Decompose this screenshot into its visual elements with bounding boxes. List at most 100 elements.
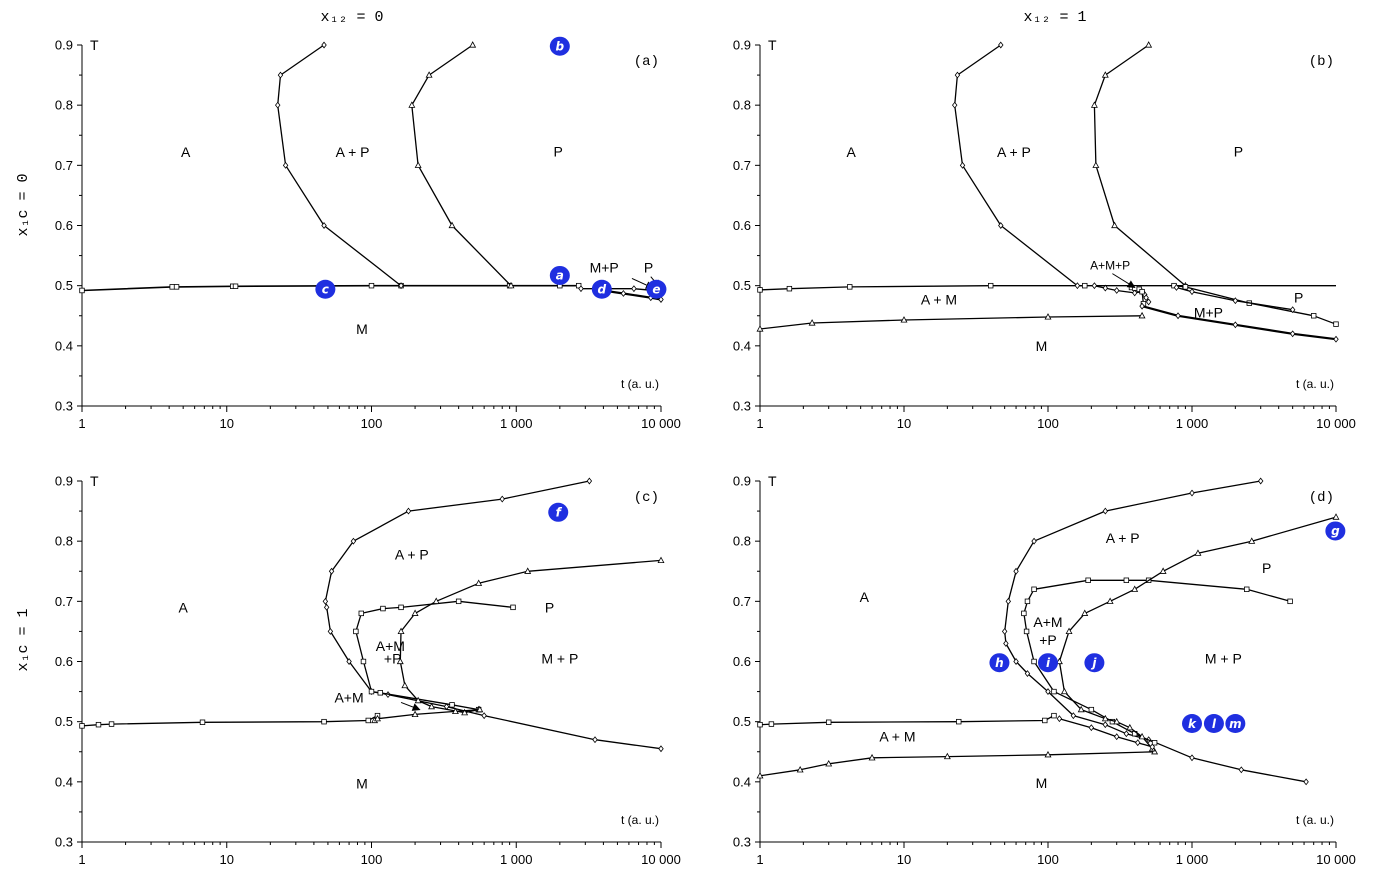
x-tick-label: 10 000 bbox=[641, 852, 681, 867]
y-tick-label: 0.3 bbox=[55, 399, 73, 414]
data-point bbox=[1139, 302, 1145, 310]
x-tick-label: 1 bbox=[78, 852, 85, 867]
data-point bbox=[469, 41, 477, 48]
data-point bbox=[1126, 723, 1134, 731]
region-label: M bbox=[1036, 338, 1048, 354]
data-point bbox=[757, 287, 763, 293]
y-tick-label: 0.3 bbox=[733, 835, 751, 850]
region-label: P bbox=[545, 599, 554, 615]
data-point bbox=[499, 495, 505, 503]
data-point bbox=[1055, 657, 1063, 665]
badge bbox=[646, 279, 667, 299]
data-point bbox=[432, 597, 440, 604]
data-point bbox=[900, 316, 908, 323]
region-label: +P bbox=[384, 650, 402, 666]
chart-panel: 0.3 0.4 0.5 0.6 0.7 0.8 0.9 1 10 100 1 000 10 000 Tt… bbox=[733, 37, 1356, 431]
badge-label: b bbox=[556, 40, 565, 54]
y-tick-label: 0.3 bbox=[733, 399, 751, 414]
x-tick-label: 1 bbox=[78, 416, 85, 431]
data-point bbox=[1088, 724, 1095, 732]
data-point bbox=[586, 477, 593, 485]
badge bbox=[549, 36, 570, 56]
x-axis-label: t (a. u.) bbox=[1296, 377, 1334, 391]
data-point bbox=[1145, 41, 1153, 48]
data-point bbox=[1045, 688, 1051, 696]
data-point bbox=[451, 707, 459, 715]
data-point bbox=[1106, 597, 1114, 604]
data-point bbox=[507, 281, 515, 289]
badge bbox=[549, 265, 570, 285]
data-point bbox=[1111, 221, 1119, 229]
data-point bbox=[481, 712, 487, 720]
data-point bbox=[847, 284, 853, 290]
region-label: +P bbox=[1039, 632, 1057, 648]
data-point bbox=[1151, 740, 1158, 746]
data-point bbox=[475, 579, 483, 586]
y-tick-label: 0.6 bbox=[55, 654, 73, 669]
badge-label: h bbox=[995, 656, 1004, 670]
y-tick-label: 0.8 bbox=[733, 98, 751, 113]
data-point bbox=[79, 287, 85, 294]
data-point bbox=[448, 221, 456, 229]
region-label: A+M bbox=[1033, 614, 1062, 630]
data-point bbox=[631, 285, 637, 293]
x-tick-label: 100 bbox=[361, 852, 383, 867]
data-point bbox=[578, 285, 584, 293]
data-point bbox=[1303, 778, 1309, 786]
y-tick-label: 0.5 bbox=[733, 714, 751, 729]
y-tick-label: 0.9 bbox=[733, 474, 751, 489]
data-point bbox=[396, 657, 404, 665]
data-point bbox=[1077, 705, 1085, 713]
badge-label: g bbox=[1331, 524, 1340, 538]
data-point bbox=[826, 719, 832, 725]
data-point bbox=[657, 556, 665, 564]
x-axis-label: t (a. u.) bbox=[1296, 813, 1334, 827]
data-point bbox=[1013, 567, 1019, 575]
data-point bbox=[1182, 284, 1189, 290]
region-label: A+M bbox=[376, 638, 405, 654]
data-point bbox=[275, 101, 281, 109]
data-point bbox=[199, 719, 206, 725]
data-point bbox=[346, 658, 352, 665]
region-label: A bbox=[181, 144, 191, 160]
y-tick-label: 0.8 bbox=[55, 534, 73, 549]
data-point bbox=[461, 708, 469, 716]
y-axis-label: T bbox=[90, 473, 99, 489]
data-point bbox=[868, 753, 876, 761]
y-axis-label: T bbox=[768, 37, 777, 53]
data-point bbox=[959, 161, 966, 169]
data-point bbox=[374, 714, 381, 722]
data-point bbox=[108, 721, 115, 727]
data-point bbox=[1173, 284, 1180, 291]
data-point bbox=[1065, 627, 1073, 635]
y-tick-label: 0.7 bbox=[55, 594, 73, 609]
data-point bbox=[1189, 288, 1195, 296]
region-label: M+P bbox=[1194, 305, 1223, 321]
y-tick-label: 0.9 bbox=[55, 474, 73, 489]
region-label: M + P bbox=[541, 650, 578, 666]
badge bbox=[1203, 713, 1224, 733]
data-point bbox=[1289, 306, 1296, 314]
data-point bbox=[1051, 712, 1057, 719]
y-tick-label: 0.5 bbox=[55, 278, 73, 293]
series-line bbox=[277, 44, 402, 287]
region-label: A bbox=[179, 599, 189, 615]
data-point bbox=[756, 325, 764, 332]
panel-label: (a) bbox=[634, 54, 659, 70]
series-line bbox=[759, 315, 1143, 330]
data-point bbox=[1189, 754, 1195, 762]
data-point bbox=[1013, 658, 1019, 665]
data-point bbox=[1031, 658, 1037, 665]
data-point bbox=[524, 567, 532, 574]
y-tick-label: 0.7 bbox=[733, 594, 751, 609]
series-line bbox=[759, 285, 1085, 291]
region-label: A + M bbox=[921, 292, 957, 308]
data-point bbox=[1244, 586, 1250, 592]
data-point bbox=[282, 161, 289, 169]
badge-label: e bbox=[652, 283, 660, 297]
data-point bbox=[368, 688, 375, 695]
data-point bbox=[1151, 747, 1159, 755]
y-tick-label: 0.5 bbox=[55, 714, 73, 729]
data-point bbox=[328, 567, 335, 575]
data-point bbox=[476, 705, 484, 713]
